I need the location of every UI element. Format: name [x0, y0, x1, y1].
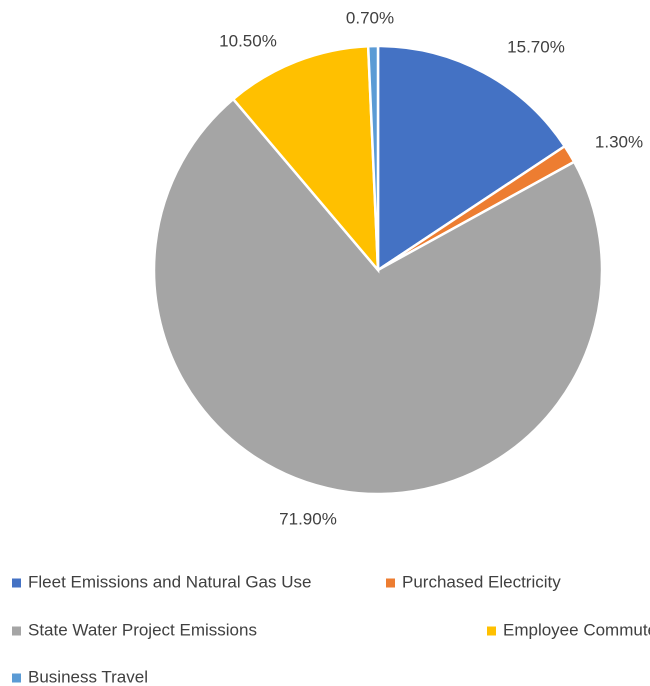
legend-marker	[487, 626, 496, 636]
legend-marker	[12, 673, 21, 683]
legend-label: State Water Project Emissions	[28, 620, 257, 639]
pie-slice	[152, 97, 604, 496]
legend-marker	[12, 626, 21, 636]
pie-slice	[231, 44, 380, 274]
data-label: 10.50%	[219, 31, 277, 50]
data-label: 0.70%	[346, 8, 394, 27]
legend-label: Employee Commute	[503, 620, 650, 639]
pie-slice	[376, 44, 567, 273]
data-label: 71.90%	[279, 509, 337, 528]
legend-label: Business Travel	[28, 667, 148, 686]
legend-label: Fleet Emissions and Natural Gas Use	[28, 572, 311, 591]
legend-label: Purchased Electricity	[402, 572, 561, 591]
data-label: 15.70%	[507, 37, 565, 56]
legend-marker	[386, 578, 395, 588]
legend-marker	[12, 578, 21, 588]
data-label: 1.30%	[595, 132, 643, 151]
pie-slice	[366, 44, 380, 271]
